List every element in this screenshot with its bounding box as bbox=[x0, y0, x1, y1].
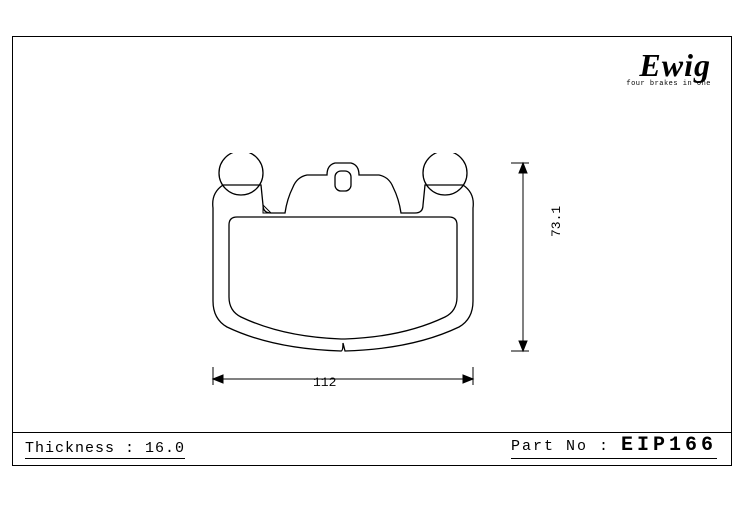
logo-tagline: four brakes in one bbox=[626, 80, 711, 88]
thickness-value: 16.0 bbox=[145, 440, 185, 457]
partno-key: Part No bbox=[511, 438, 588, 455]
width-dimension bbox=[163, 367, 523, 397]
thickness-sep: : bbox=[115, 440, 145, 457]
height-dimension bbox=[511, 153, 541, 363]
drawing-frame: Ewig four brakes in one bbox=[12, 36, 732, 466]
height-value: 73.1 bbox=[549, 206, 564, 237]
brand-logo: Ewig four brakes in one bbox=[626, 47, 711, 88]
thickness-label: Thickness : 16.0 bbox=[25, 440, 185, 459]
footer-divider bbox=[13, 432, 731, 433]
partno-value: EIP166 bbox=[621, 434, 717, 457]
partno-sep: : bbox=[588, 438, 621, 455]
thickness-key: Thickness bbox=[25, 440, 115, 457]
logo-text: Ewig bbox=[626, 47, 711, 84]
part-number-label: Part No : EIP166 bbox=[511, 434, 717, 459]
width-value: 112 bbox=[313, 375, 336, 390]
